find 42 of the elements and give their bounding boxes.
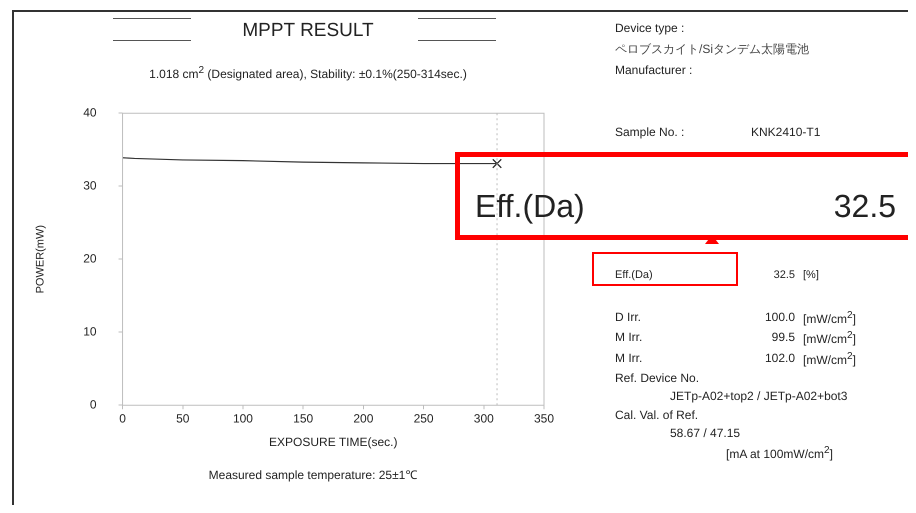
y-tick-label: 20 bbox=[83, 252, 97, 266]
text: [mA at 100mW/cm$^{2}$] bbox=[726, 445, 833, 461]
x-tick-label: 100 bbox=[232, 412, 254, 426]
x-tick-label: 50 bbox=[176, 412, 190, 426]
y-tick-label: 0 bbox=[90, 398, 97, 412]
text: KNK2410-T1 bbox=[751, 125, 820, 139]
chart-subtitle: 1.018 cm$^{2}$ (Designated area), Stability: ±0.1%(250-314sec.) bbox=[148, 65, 468, 81]
text: [mW/cm$^{2}$] bbox=[803, 330, 856, 346]
text: M Irr. bbox=[615, 330, 642, 344]
text: [mW/cm$^{2}$] bbox=[803, 351, 856, 367]
text: 32.5 bbox=[774, 269, 795, 281]
text: 99.5 bbox=[772, 330, 795, 344]
y-tick-label: 10 bbox=[83, 324, 97, 339]
text: Measured sample temperature: 25±1℃ bbox=[208, 467, 418, 483]
x-tick-label: 350 bbox=[534, 412, 554, 426]
text: Sample No. : bbox=[615, 125, 684, 139]
annotation: Eff.(Da) bbox=[475, 188, 585, 225]
text: [%] bbox=[803, 269, 819, 281]
text: D Irr. bbox=[615, 310, 641, 324]
x-tick-label: 200 bbox=[353, 412, 374, 426]
y-tick-label: 40 bbox=[83, 106, 97, 120]
x-tick-label: 0 bbox=[119, 412, 126, 426]
text: 102.0 bbox=[764, 351, 795, 365]
text: [mW/cm$^{2}$] bbox=[803, 310, 856, 326]
text: JETp-A02+top2 / JETp-A02+bot3 bbox=[670, 389, 848, 403]
text: ペロブスカイト/Siタンデム太陽電池 bbox=[615, 41, 810, 58]
x-tick-label: 250 bbox=[414, 412, 434, 426]
text: M Irr. bbox=[615, 351, 642, 365]
text: Device type : bbox=[615, 21, 684, 35]
y-axis-title: POWER(mW) bbox=[34, 224, 47, 294]
x-tick-label: 150 bbox=[293, 412, 314, 426]
text: Manufacturer : bbox=[615, 63, 692, 77]
text: 32.5 bbox=[834, 188, 896, 225]
y-tick-label: 30 bbox=[83, 178, 97, 193]
text: 58.67 / 47.15 bbox=[670, 426, 740, 440]
x-tick-label: 300 bbox=[474, 412, 494, 426]
text: Ref. Device No. bbox=[615, 371, 700, 385]
text: Cal. Val. of Ref. bbox=[615, 408, 698, 422]
text: 100.0 bbox=[764, 310, 795, 324]
x-axis-title: EXPOSURE TIME(sec.) bbox=[269, 435, 398, 450]
chart-title: MPPT RESULT bbox=[241, 20, 375, 42]
text: Eff.(Da) bbox=[615, 269, 653, 281]
